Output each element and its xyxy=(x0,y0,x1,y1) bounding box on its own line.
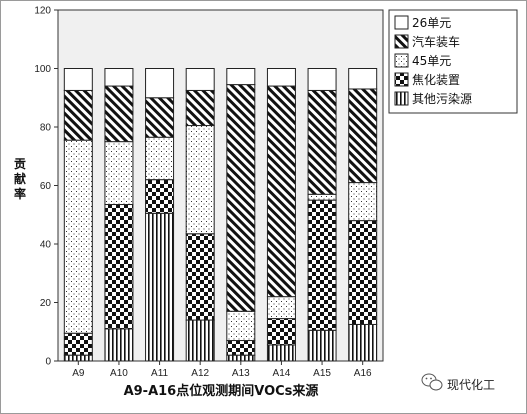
x-tick-label: A11 xyxy=(151,368,168,379)
bar-segment-A9-4 xyxy=(63,68,93,91)
bar-segment-A11-4 xyxy=(145,68,175,99)
bar-segment-A14-2 xyxy=(266,296,296,320)
bar-segment-A14-0 xyxy=(266,344,296,362)
y-axis-title: 贡献率 xyxy=(14,157,26,201)
legend-box xyxy=(388,9,518,114)
x-tick-label: A14 xyxy=(273,368,291,379)
bar-segment-A12-1 xyxy=(185,233,215,321)
bar-segment-A13-4 xyxy=(226,68,256,86)
y-axis: 0 20 40 60 80 100 120 xyxy=(34,6,58,368)
x-tick-label: A13 xyxy=(232,368,250,379)
y-tick-label: 0 xyxy=(45,357,51,368)
bar-segment-A12-0 xyxy=(185,319,215,362)
x-tick-label: A9 xyxy=(72,368,85,379)
wechat-icon xyxy=(421,373,443,391)
bar-segment-A15-0 xyxy=(307,329,337,362)
bar-segment-A13-2 xyxy=(226,310,256,342)
bar-segment-A12-2 xyxy=(185,125,215,235)
x-tick-label: A16 xyxy=(354,368,372,379)
bar-segment-A10-3 xyxy=(104,85,134,143)
bar-segment-A11-0 xyxy=(145,212,175,362)
x-tick-label: A15 xyxy=(313,368,331,379)
legend-label: 焦化装置 xyxy=(412,73,460,87)
y-tick-label: 80 xyxy=(40,123,52,134)
bars-layer xyxy=(63,68,378,362)
bar-segment-A12-3 xyxy=(185,89,215,127)
bar-segment-A16-1 xyxy=(348,220,378,325)
bar-segment-A14-4 xyxy=(266,68,296,87)
bar-segment-A13-1 xyxy=(226,340,256,356)
bar-segment-A16-2 xyxy=(348,182,378,222)
bar-segment-A14-3 xyxy=(266,85,296,298)
bar-segment-A15-2 xyxy=(307,193,337,201)
bar-segment-A14-1 xyxy=(266,318,296,346)
bar-segment-A13-3 xyxy=(226,84,256,312)
bar-segment-A9-3 xyxy=(63,89,93,141)
bar-segment-A9-1 xyxy=(63,332,93,356)
bar-segment-A9-0 xyxy=(63,354,93,362)
x-tick-label: A12 xyxy=(191,368,209,379)
bar-segment-A15-4 xyxy=(307,68,337,91)
x-tick-label: A10 xyxy=(110,368,128,379)
legend-swatch xyxy=(394,15,409,30)
bar-segment-A10-1 xyxy=(104,204,134,330)
legend-swatch xyxy=(394,53,409,68)
bar-segment-A15-1 xyxy=(307,199,337,331)
x-axis: A9 A10 A11 A12 A13 A14 A15 A16 xyxy=(72,361,372,379)
y-tick-label: 40 xyxy=(40,240,52,251)
bar-segment-A11-1 xyxy=(145,179,175,214)
bar-segment-A11-2 xyxy=(145,136,175,181)
bar-segment-A16-0 xyxy=(348,323,378,362)
legend-swatch xyxy=(394,34,409,49)
y-tick-label: 120 xyxy=(34,6,51,17)
bar-segment-A10-4 xyxy=(104,68,134,87)
legend-label: 其他污染源 xyxy=(412,91,472,106)
y-tick-label: 100 xyxy=(34,64,51,75)
y-tick-label: 60 xyxy=(40,181,52,192)
y-tick-label: 20 xyxy=(40,298,52,309)
bar-segment-A16-4 xyxy=(348,68,378,90)
bar-segment-A16-3 xyxy=(348,88,378,184)
legend-swatch xyxy=(394,72,409,87)
bar-segment-A9-2 xyxy=(63,139,93,334)
watermark-text: 现代化工 xyxy=(447,378,495,392)
legend-label: 汽车装车 xyxy=(412,34,460,49)
bar-segment-A12-4 xyxy=(185,68,215,91)
legend-label: 26单元 xyxy=(412,16,451,30)
bar-segment-A10-2 xyxy=(104,141,134,206)
bar-segment-A11-3 xyxy=(145,97,175,138)
legend-label: 45单元 xyxy=(412,54,451,68)
bar-segment-A13-0 xyxy=(226,354,256,362)
legend-swatch xyxy=(394,91,409,106)
bar-segment-A10-0 xyxy=(104,328,134,362)
watermark: 现代化工 xyxy=(421,373,495,392)
bar-segment-A15-3 xyxy=(307,89,337,195)
x-axis-title: A9-A16点位观测期间VOCs来源 xyxy=(124,383,319,399)
